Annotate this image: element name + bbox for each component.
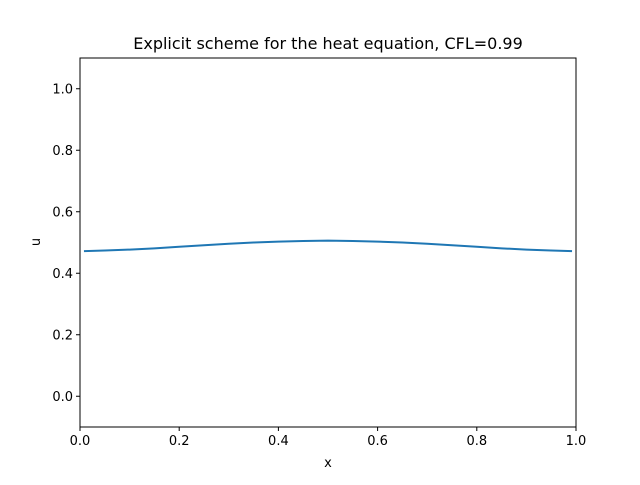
axes-frame [79, 57, 577, 428]
y-tick-label: 0.4 [52, 267, 73, 282]
plot-background [80, 58, 576, 427]
x-tick-label: 0.8 [466, 434, 487, 449]
x-tick-label: 0.4 [268, 434, 289, 449]
plot-area [79, 57, 577, 428]
x-tick-label: 0.6 [367, 434, 388, 449]
y-tick-label: 1.0 [52, 82, 73, 97]
x-tick-label: 0.2 [169, 434, 190, 449]
x-axis: 0.0 0.2 0.4 0.6 0.8 1.0 [70, 427, 587, 449]
series-layer [83, 239, 573, 253]
x-tick-label: 0.0 [70, 434, 91, 449]
y-tick-label: 0.2 [52, 328, 73, 343]
series-line [83, 239, 573, 253]
x-tick-label: 1.0 [566, 434, 587, 449]
x-axis-label: x [324, 456, 332, 471]
y-axis: 0.0 0.2 0.4 0.6 0.8 1.0 [52, 82, 80, 405]
y-tick-label: 0.6 [52, 205, 73, 220]
y-axis-label: u [29, 238, 44, 246]
y-tick-label: 0.8 [52, 144, 73, 159]
chart-title: Explicit scheme for the heat equation, C… [133, 34, 523, 53]
y-tick-label: 0.0 [52, 390, 73, 405]
